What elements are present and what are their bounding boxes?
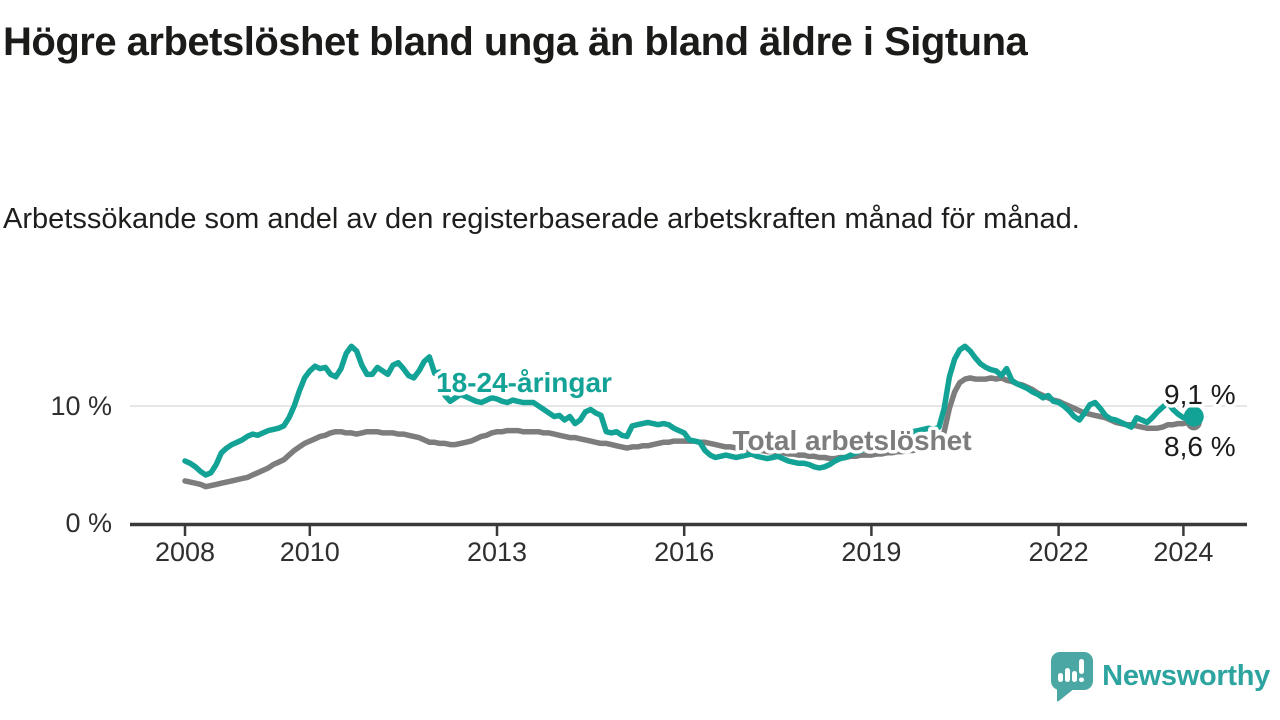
- brand-logo: Newsworthy: [1049, 650, 1270, 702]
- year-label-2013: 2013: [467, 537, 527, 567]
- series-label-0: 18-24-åringar: [436, 367, 612, 398]
- y-axis-label-0: 0 %: [65, 508, 112, 538]
- year-label-2019: 2019: [841, 537, 901, 567]
- newsworthy-logo-icon: [1051, 652, 1094, 702]
- end-value-label-0: 9,1 %: [1164, 379, 1236, 410]
- chart-subtitle: Arbetssökande som andel av den registerb…: [3, 203, 1080, 235]
- end-value-label-1: 8,6 %: [1164, 431, 1236, 462]
- end-dot-0: [1183, 406, 1204, 427]
- series-line-0: [182, 343, 1197, 478]
- chart-title: Högre arbetslöshet bland unga än bland ä…: [3, 20, 1028, 64]
- brand-name: Newsworthy: [1102, 659, 1270, 692]
- year-label-2010: 2010: [280, 537, 340, 567]
- series-label-1: Total arbetslöshet: [732, 425, 971, 456]
- year-label-2024: 2024: [1153, 537, 1213, 567]
- y-axis-label-10: 10 %: [50, 391, 112, 421]
- year-label-2022: 2022: [1029, 537, 1089, 567]
- year-label-2008: 2008: [155, 537, 215, 567]
- year-label-2016: 2016: [654, 537, 714, 567]
